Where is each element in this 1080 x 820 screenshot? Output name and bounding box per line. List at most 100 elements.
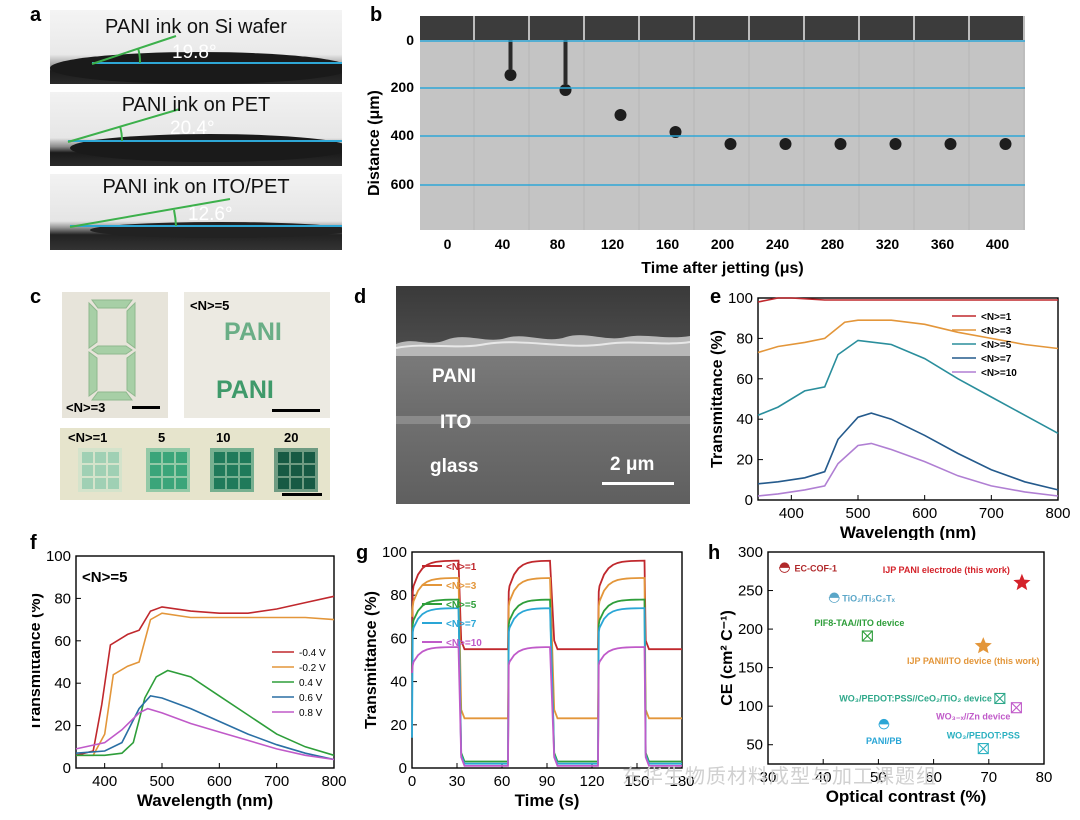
droplet xyxy=(669,126,682,138)
seven-segment-digit xyxy=(88,299,160,409)
series-line xyxy=(757,319,1059,354)
xtick-label: 360 xyxy=(930,236,955,252)
pani-text-bottom: PANI xyxy=(216,376,274,404)
jetting-frame xyxy=(475,16,528,230)
droplet xyxy=(559,84,572,96)
legend-label: <N>=10 xyxy=(981,368,1017,379)
chart-h: 30 40 50 60 70 80 50 100 150 200 250 300 Optical con… xyxy=(719,544,1052,806)
printed-square xyxy=(163,478,174,489)
printed-square xyxy=(291,478,302,489)
printed-square xyxy=(176,452,187,463)
x-axis-label: Wavelength (nm) xyxy=(137,791,273,810)
x-tick-label: 800 xyxy=(321,773,346,790)
panel-label-e: e xyxy=(710,286,722,308)
series-line xyxy=(411,607,682,765)
printed-square xyxy=(214,465,225,476)
xtick-label: 240 xyxy=(765,236,790,252)
pani-label: <N>=5 xyxy=(190,298,230,313)
squares-scale-bar xyxy=(282,493,322,496)
layer-glass: glass xyxy=(430,456,479,477)
y-tick-label: 20 xyxy=(390,717,407,734)
y-tick-label: 80 xyxy=(54,590,71,607)
watermark: 东华生物质材料成型与加工课题组 xyxy=(622,766,937,788)
chart-annotation: <N>=5 xyxy=(82,569,127,586)
scatter-point xyxy=(829,592,840,598)
printed-square xyxy=(150,452,161,463)
xtick-label: 200 xyxy=(710,236,735,252)
legend-label: -0.4 V xyxy=(299,648,326,659)
y-tick-label: 40 xyxy=(54,675,71,692)
plot-frame xyxy=(757,297,1059,501)
printed-square xyxy=(227,452,238,463)
y-tick-label: 60 xyxy=(736,371,753,388)
y-axis-label: CE (cm² C⁻¹) xyxy=(719,610,736,706)
squares-label-1: <N>=1 xyxy=(68,430,108,445)
legend-label: <N>=1 xyxy=(446,562,477,573)
panel-label-c: c xyxy=(30,286,42,308)
scale-bar xyxy=(272,409,320,412)
xtick-label: 280 xyxy=(820,236,845,252)
contact-angle-photo-si: PANI ink on Si wafer 19.8° xyxy=(50,10,342,84)
xtick-label: 320 xyxy=(875,236,900,252)
scatter-point xyxy=(974,637,992,654)
jetting-frame xyxy=(640,16,693,230)
panel-label-g: g xyxy=(356,542,369,564)
printed-square xyxy=(214,452,225,463)
scatter-point xyxy=(779,562,790,568)
jetting-frame xyxy=(970,16,1023,230)
y-axis-label: Transmittance (%) xyxy=(363,591,380,729)
legend-label: 0.4 V xyxy=(299,678,323,689)
xtick-label: 40 xyxy=(494,236,511,252)
xtick-label: 160 xyxy=(655,236,680,252)
legend-label: <N>=3 xyxy=(446,581,477,592)
sem-image: PANI ITO glass 2 μm xyxy=(396,286,690,504)
y-tick-label: 100 xyxy=(382,544,407,561)
x-tick-label: 700 xyxy=(264,773,289,790)
point-label: WO₃/PEDOT:PSS//CeO₂/TiO₂ device xyxy=(839,693,992,703)
y-tick-label: 300 xyxy=(738,544,763,561)
x-axis-label: Optical contrast (%) xyxy=(826,787,987,806)
y-tick-label: 60 xyxy=(390,630,407,647)
printed-square xyxy=(95,478,106,489)
layer-ito: ITO xyxy=(440,412,472,433)
series-line xyxy=(76,612,335,757)
legend-label: <N>=7 xyxy=(981,354,1012,365)
droplet xyxy=(504,69,517,81)
plot-frame xyxy=(767,551,1045,765)
squares-label-5: 5 xyxy=(158,430,166,445)
x-tick-label: 700 xyxy=(979,505,1004,522)
y-tick-label: 100 xyxy=(728,290,753,307)
y-axis-label: Transmittance (%) xyxy=(709,330,726,468)
y-tick-label: 50 xyxy=(746,737,763,754)
x-tick-label: 600 xyxy=(912,505,937,522)
droplet xyxy=(889,138,902,150)
pani-text-top: PANI xyxy=(224,318,282,346)
series-line xyxy=(75,695,335,761)
legend-label: <N>=5 xyxy=(981,340,1012,351)
y-tick-label: 200 xyxy=(738,621,763,638)
xtick-label: 120 xyxy=(600,236,625,252)
x-tick-label: 70 xyxy=(980,769,997,786)
angle-si: 19.8° xyxy=(172,42,217,63)
printed-square xyxy=(176,478,187,489)
ytick-label: 200 xyxy=(390,79,414,95)
panel-label-a: a xyxy=(30,4,42,26)
legend-label: <N>=7 xyxy=(446,619,477,630)
scatter-point xyxy=(1010,702,1022,714)
digit-label: <N>=3 xyxy=(66,400,106,415)
printed-square xyxy=(278,465,289,476)
x-tick-label: 30 xyxy=(449,773,466,790)
panel-label-b: b xyxy=(370,4,383,26)
x-tick-label: 500 xyxy=(149,773,174,790)
droplet xyxy=(724,138,737,150)
jetting-frame xyxy=(805,16,858,230)
printed-square xyxy=(82,452,93,463)
series-line xyxy=(757,297,1058,303)
y-tick-label: 20 xyxy=(54,718,71,735)
ytick-label: 400 xyxy=(390,127,414,143)
droplet xyxy=(944,138,957,150)
y-tick-label: 40 xyxy=(736,411,753,428)
y-tick-label: 100 xyxy=(46,548,71,565)
printed-square xyxy=(95,465,106,476)
y-tick-label: 0 xyxy=(745,492,753,509)
